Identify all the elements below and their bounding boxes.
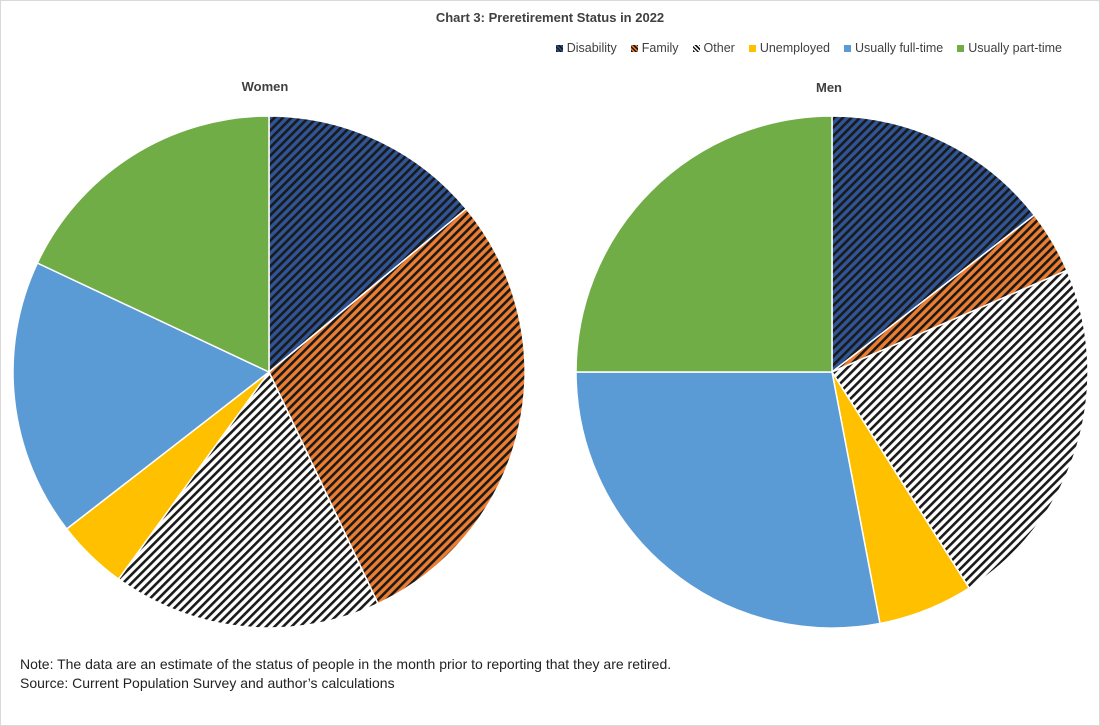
legend-label-other: Other bbox=[703, 41, 735, 55]
note-line: Note: The data are an estimate of the st… bbox=[20, 656, 672, 672]
legend-swatch-disability bbox=[555, 44, 563, 52]
legend-item-usually-full-time: Usually full-time bbox=[844, 41, 943, 55]
legend-label-usually-full-time: Usually full-time bbox=[855, 41, 944, 55]
pie-slice-women-family bbox=[268, 207, 526, 605]
pie-slice-women-other bbox=[117, 370, 379, 629]
legend-label-unemployed: Unemployed bbox=[759, 41, 830, 55]
pie-slice-men-usually-part-time bbox=[575, 115, 833, 373]
pie-slice-men-disability bbox=[831, 115, 1036, 374]
pie-slice-women-disability bbox=[268, 115, 468, 374]
legend-swatch-usually-full-time bbox=[844, 44, 851, 52]
pie-title-men: Men bbox=[816, 80, 842, 95]
legend-label-family: Family bbox=[641, 41, 679, 55]
legend-item-other: Other bbox=[692, 41, 735, 55]
pie-slice-women-usually-part-time bbox=[36, 115, 270, 374]
legend-swatch-family bbox=[630, 44, 638, 52]
legend-swatch-usually-part-time bbox=[957, 44, 965, 52]
legend-label-usually-part-time: Usually part-time bbox=[968, 41, 1062, 55]
legend-item-family: Family bbox=[630, 41, 679, 55]
legend-item-disability: Disability bbox=[555, 41, 617, 55]
legend: Disability Family Other Unemployed Usually f… bbox=[555, 41, 1062, 55]
pie-title-women: Women bbox=[241, 79, 289, 94]
chart-title: Chart 3: Preretirement Status in 2022 bbox=[435, 10, 665, 25]
chart-notes: Note: The data are an estimate of the st… bbox=[20, 655, 671, 693]
legend-swatch-unemployed bbox=[748, 44, 756, 52]
pie-slice-women-usually-full-time bbox=[12, 262, 271, 530]
legend-item-unemployed: Unemployed bbox=[748, 41, 830, 55]
pie-slice-men-other bbox=[830, 269, 1089, 590]
legend-swatch-other bbox=[692, 44, 700, 52]
legend-item-usually-part-time: Usually part-time bbox=[957, 41, 1062, 55]
source-line: Source: Current Population Survey and au… bbox=[20, 675, 395, 691]
legend-label-disability: Disability bbox=[566, 41, 617, 55]
pie-slice-men-usually-full-time bbox=[575, 371, 881, 629]
